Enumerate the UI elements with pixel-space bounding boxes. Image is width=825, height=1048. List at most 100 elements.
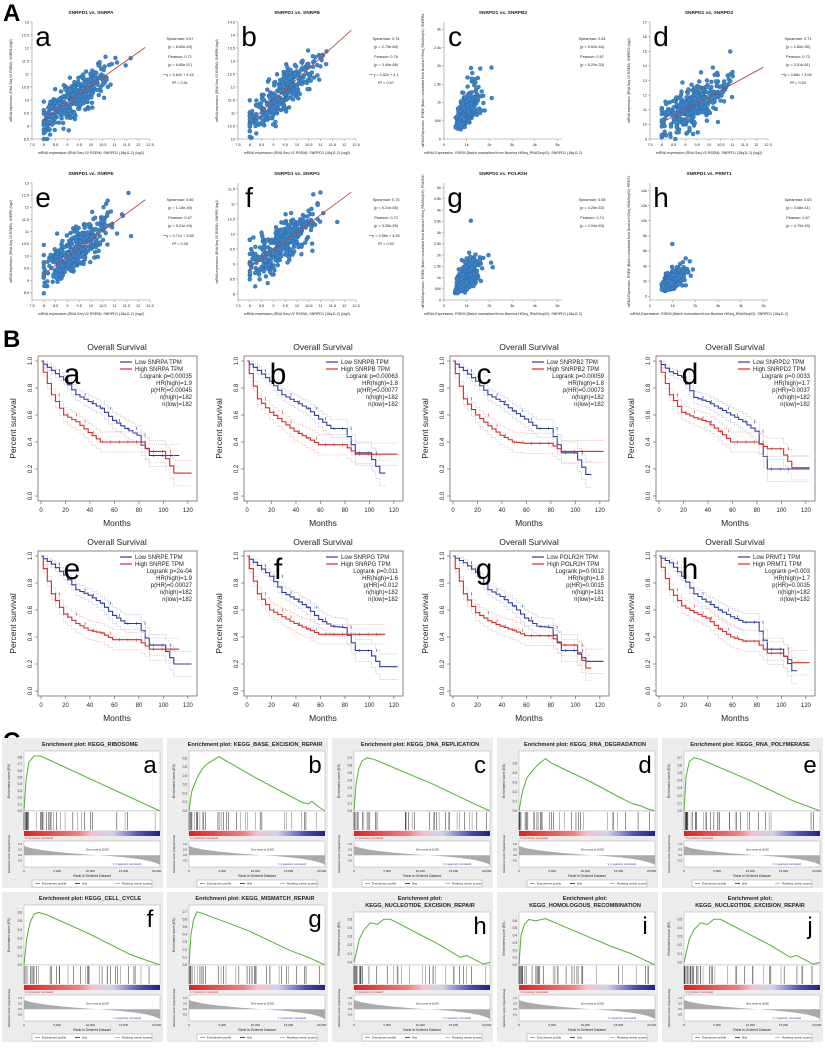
- stat-text: p(HR)=0.00077: [357, 388, 399, 394]
- data-point: [108, 209, 114, 214]
- plot-frame: [243, 355, 404, 502]
- ranking-metric-area: [189, 1000, 325, 1019]
- y-tick-label: 0.5: [513, 848, 517, 852]
- confidence-band: [453, 360, 604, 463]
- x-tick-label: 11.5: [329, 304, 336, 308]
- stat-text: Pearson: 0.72: [374, 216, 398, 220]
- y-tick-label: 10: [231, 232, 235, 236]
- data-point: [468, 218, 474, 223]
- y-tick-label: 3.5k: [434, 220, 441, 224]
- data-point: [73, 234, 79, 240]
- stat-text: n(low)=182: [574, 402, 605, 408]
- data-point: [252, 270, 258, 276]
- y-tick-label: 0.4: [646, 632, 652, 641]
- x-tick-label: 20,000: [482, 869, 492, 873]
- x-axis-label: mRNA expression (RNA Seq V2 RSEM): SNRPD…: [656, 151, 763, 155]
- x-tick-label: 5,000: [53, 869, 61, 873]
- rank-colorbar: [24, 985, 160, 990]
- y-tick-label: 8.5: [24, 291, 29, 295]
- negative-label: 'L' (negatively correlated): [772, 862, 801, 866]
- x-tick-label: 12.5: [146, 143, 153, 147]
- panel-letter: g: [447, 182, 463, 213]
- legend-box: [526, 879, 648, 888]
- x-tick-label: 15,000: [614, 869, 624, 873]
- x-axis-label: mRNA Expression, RSEM (Batch normalized …: [424, 151, 582, 155]
- y-tick-label: 0.0: [234, 491, 240, 500]
- y-axis-label: mRNA expression (RNA Seq V2 RSEM): SNRPD…: [627, 38, 631, 123]
- stat-text: (p = 3.20e-59): [374, 224, 399, 228]
- x-tick-label: 15,000: [449, 1023, 459, 1027]
- y-axis-label: mRNA Expression, RSEM (Batch normalized …: [421, 174, 425, 308]
- y-axis-label: Percent survival: [626, 398, 636, 459]
- legend-label: Low POLR2H TPM: [547, 555, 598, 561]
- x-axis-label: Months: [515, 518, 543, 528]
- y-tick-label: 0.0: [513, 1007, 517, 1011]
- y-tick-label: 11: [231, 111, 235, 115]
- data-point: [300, 218, 306, 223]
- data-point: [295, 221, 301, 227]
- y-tick-label: 0.6: [646, 605, 652, 614]
- legend-label: High POLR2H TPM: [547, 562, 599, 568]
- scatter-panel-b: SNRPD1 vs. SNRPB 7.5 8 8.5 9 9.5 10 10.5 11 11.5 1…: [215, 10, 400, 155]
- data-point: [730, 74, 735, 79]
- x-tick-label: 8.5: [259, 304, 264, 308]
- y-tick-label: -0.5: [347, 1013, 352, 1017]
- enrichment-panel-b: Enrichment plot: KEGG_BASE_EXCISION_REPA…: [167, 738, 328, 888]
- data-point: [283, 109, 289, 114]
- x-tick-label: 5,000: [218, 1023, 226, 1027]
- x-axis-label: Months: [103, 518, 131, 528]
- enrichment-title: Enrichment plot: KEGG_DNA_REPLICATION: [361, 742, 479, 748]
- x-tick-label: 0: [649, 304, 651, 308]
- y-tick-label: 500: [435, 287, 441, 291]
- panel-letter: g: [476, 553, 493, 586]
- stat-text: (p = 5.21e-49): [168, 224, 193, 228]
- stat-text: Spearman: 0.64: [578, 37, 605, 41]
- negative-label: 'L' (negatively correlated): [772, 1016, 801, 1020]
- y-tick-label: 15: [643, 50, 647, 54]
- x-tick-label: 100: [364, 703, 375, 709]
- y-tick-label: 0.0: [678, 960, 683, 964]
- data-point: [99, 224, 105, 229]
- legend-label: Low SNRPA TPM: [135, 360, 182, 366]
- y-tick-label: 0.6: [234, 605, 240, 614]
- data-point: [309, 241, 315, 246]
- legend-box: [31, 1033, 153, 1042]
- stat-text: (p = 3.68e-41): [786, 206, 811, 210]
- legend-label: Ranking metric scores: [122, 1036, 152, 1040]
- enrichment-title: Enrichment plot: KEGG_RIBOSOME: [42, 742, 138, 748]
- data-point: [318, 190, 323, 195]
- x-tick-label: 100: [776, 703, 787, 709]
- y-tick-label: -0.5: [677, 1013, 682, 1017]
- data-point: [665, 110, 670, 115]
- panel-letter: f: [147, 906, 154, 933]
- data-point: [279, 230, 284, 236]
- y-tick-label: 0.5: [678, 917, 683, 921]
- x-tick-label: 9.5: [695, 143, 700, 147]
- x-tick-label: 9.5: [283, 304, 288, 308]
- panel-letter: h: [653, 182, 669, 213]
- y-tick-label: 0.6: [18, 910, 23, 914]
- data-point: [247, 134, 252, 139]
- x-tick-label: 8: [43, 304, 45, 308]
- x-tick-label: 60: [523, 703, 530, 709]
- y-tick-label: 0.4: [28, 437, 34, 446]
- x-tick-label: 8: [249, 143, 251, 147]
- stat-text: y = 0.58x + 4.26: [372, 234, 399, 238]
- survival-curve-low: [659, 360, 810, 470]
- data-point: [707, 91, 712, 96]
- x-tick-label: 9.5: [77, 143, 82, 147]
- y-tick-label: 13: [25, 20, 29, 24]
- data-point: [96, 63, 101, 68]
- enrichment-curve: [23, 755, 161, 812]
- stat-text: Logrank p=0.00059: [552, 374, 605, 380]
- hits-area: [683, 964, 821, 986]
- y-tick-label: 8.5: [230, 277, 235, 281]
- data-point: [473, 79, 478, 85]
- scatter-title: SNRPD1 vs. SNRPD2: [685, 10, 734, 16]
- x-tick-label: 0: [39, 508, 43, 514]
- y-tick-label: 0.7: [183, 910, 188, 914]
- y-tick-label: 0.6: [183, 756, 188, 760]
- data-point: [470, 70, 475, 76]
- legend-label: Hits: [82, 882, 88, 886]
- y-tick-label: 0.5: [678, 1002, 682, 1006]
